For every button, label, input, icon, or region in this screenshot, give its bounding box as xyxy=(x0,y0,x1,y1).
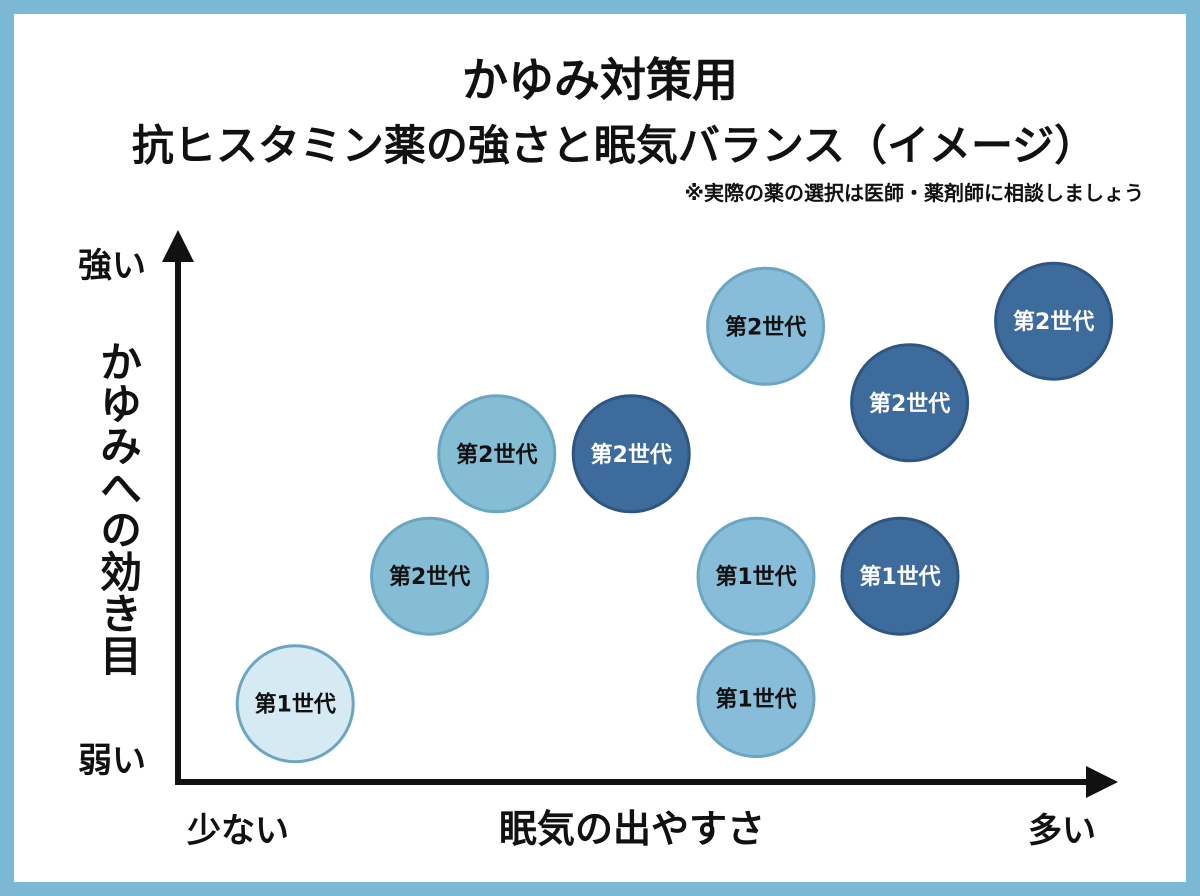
bubble-6 xyxy=(696,516,816,636)
y-tick-min-label: 弱い xyxy=(78,741,146,781)
bubble-3 xyxy=(437,394,557,514)
y-tick-max-label: 強い xyxy=(78,246,146,286)
bubble-label-10: 第2世代 xyxy=(1013,309,1094,335)
chart-note: ※実際の薬の選択は医師・薬剤師に相談しましょう xyxy=(684,181,1144,205)
bubble-9 xyxy=(850,343,970,463)
bubble-label-7: 第1世代 xyxy=(715,687,796,713)
bubble-label-1: 第1世代 xyxy=(255,692,336,718)
chart-title: かゆみ対策用 xyxy=(462,53,738,107)
x-axis-label: 眠気の出やすさ xyxy=(499,807,765,851)
x-tick-max-label: 多い xyxy=(1028,811,1096,851)
bubble-7 xyxy=(696,639,816,759)
bubble-5 xyxy=(706,266,826,386)
bubble-label-9: 第2世代 xyxy=(869,391,950,417)
bubble-label-4: 第2世代 xyxy=(591,442,672,468)
chart-subtitle: 抗ヒスタミン薬の強さと眠気バランス（イメージ） xyxy=(131,121,1097,170)
bubble-label-2: 第2世代 xyxy=(389,564,470,590)
bubble-label-8: 第1世代 xyxy=(859,564,940,590)
x-tick-min-label: 少ない xyxy=(187,811,289,851)
bubble-label-6: 第1世代 xyxy=(715,564,796,590)
bubble-8 xyxy=(840,516,960,636)
bubble-label-5: 第2世代 xyxy=(725,314,806,340)
x-axis-arrow xyxy=(1086,766,1118,798)
bubble-4 xyxy=(571,394,691,514)
y-axis-arrow xyxy=(162,230,194,262)
bubble-label-3: 第2世代 xyxy=(456,442,537,468)
bubble-1 xyxy=(235,644,355,764)
bubble-10 xyxy=(994,261,1114,381)
y-axis-label: かゆみへの効き目 xyxy=(94,340,143,676)
bubble-2 xyxy=(370,516,490,636)
